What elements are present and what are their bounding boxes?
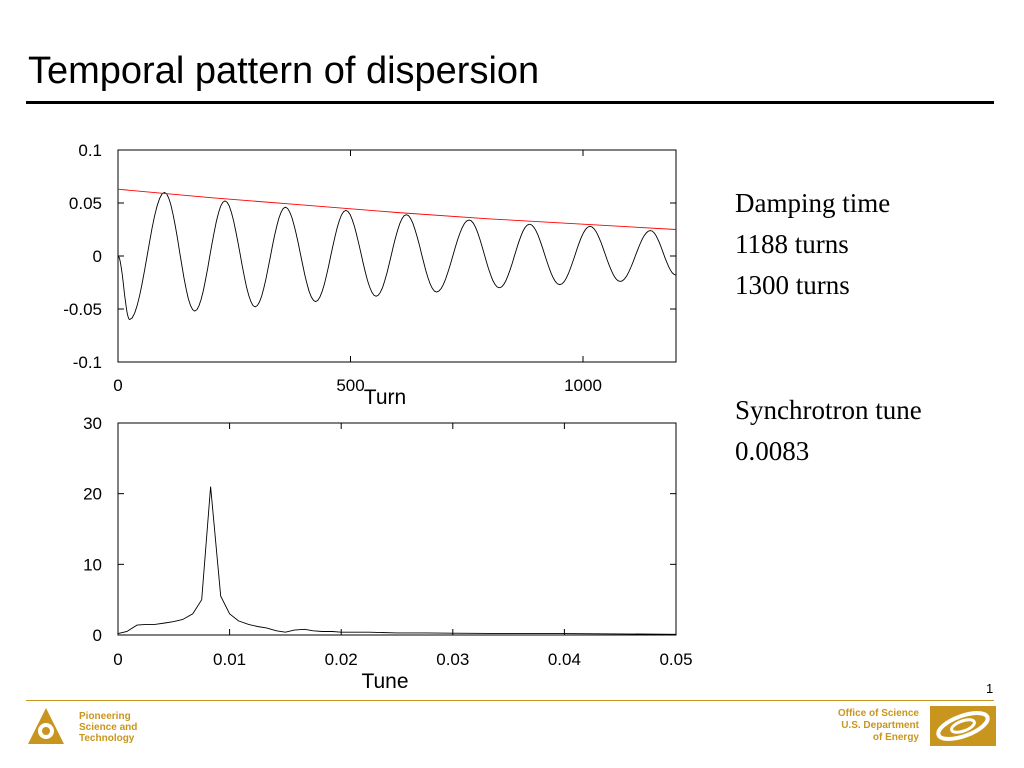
page-number: 1 bbox=[986, 681, 994, 696]
damping-notes: Damping time 1188 turns 1300 turns bbox=[735, 183, 890, 306]
footer-left-line: Technology bbox=[79, 733, 135, 744]
chart1-x-tick-label: 0 bbox=[113, 376, 122, 395]
chart2-x-tick-label: 0.05 bbox=[659, 650, 692, 669]
footer-right-line: U.S. Department bbox=[841, 720, 919, 731]
chart2-x-tick-label: 0.03 bbox=[436, 650, 469, 669]
chart1-y-tick-label: -0.1 bbox=[73, 353, 102, 372]
damping-value-1: 1188 turns bbox=[735, 229, 849, 259]
tune-value: 0.0083 bbox=[735, 436, 810, 466]
chart2-x-tick-label: 0.04 bbox=[548, 650, 581, 669]
title-rule bbox=[26, 101, 994, 104]
chart1-y-tick-label: 0 bbox=[93, 247, 102, 266]
chart2-x-tick-label: 0.01 bbox=[213, 650, 246, 669]
chart2-x-axis-label: Tune bbox=[361, 670, 408, 693]
damping-value-2: 1300 turns bbox=[735, 270, 850, 300]
footer-right-text: Office of Science U.S. Department of Ene… bbox=[838, 708, 919, 744]
damping-heading: Damping time bbox=[735, 188, 891, 218]
chart1-y-tick-label: 0.1 bbox=[78, 141, 102, 160]
chart1-x-tick-label: 1000 bbox=[564, 376, 602, 395]
chart2-x-tick-label: 0.02 bbox=[325, 650, 358, 669]
slide-title: Temporal pattern of dispersion bbox=[28, 50, 540, 92]
chart2-y-tick-label: 10 bbox=[83, 555, 102, 574]
chart1-series-line bbox=[117, 191, 677, 321]
footer-right-line: of Energy bbox=[872, 732, 919, 743]
tune-notes: Synchrotron tune 0.0083 bbox=[735, 390, 922, 472]
tune-heading: Synchrotron tune bbox=[735, 395, 922, 425]
chart2-y-tick-label: 0 bbox=[93, 626, 102, 645]
chart1-plot-frame bbox=[117, 149, 677, 363]
chart2-y-tick-label: 20 bbox=[83, 485, 102, 504]
chart1-y-tick-label: 0.05 bbox=[69, 194, 102, 213]
footer-rule bbox=[26, 700, 994, 701]
chart1-y-tick-label: -0.05 bbox=[63, 300, 102, 319]
footer-left-line: Pioneering bbox=[79, 711, 131, 722]
chart1-x-tick-label: 500 bbox=[336, 376, 364, 395]
chart2-series-line bbox=[117, 486, 677, 635]
footer-left-text: Pioneering Science and Technology bbox=[79, 711, 137, 744]
chart1-envelope-line bbox=[117, 188, 677, 230]
doe-logo-icon bbox=[930, 706, 996, 746]
chart2-x-tick-label: 0 bbox=[113, 650, 122, 669]
science-logo-icon bbox=[28, 708, 64, 744]
chart2-plot-frame bbox=[117, 422, 677, 636]
footer-right-line: Office of Science bbox=[837, 708, 919, 719]
chart2-y-tick-label: 30 bbox=[83, 414, 102, 433]
chart1-x-axis-label: Turn bbox=[364, 386, 406, 409]
footer-left-line: Science and bbox=[79, 722, 138, 733]
